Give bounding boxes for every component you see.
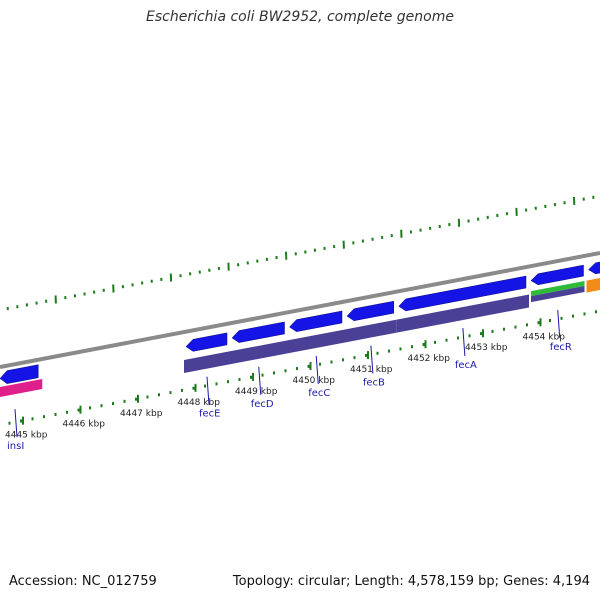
topology-summary: Topology: circular; Length: 4,578,159 bp… bbox=[232, 574, 590, 589]
tick-label: 4447 kbp bbox=[120, 409, 163, 419]
genome-backbone bbox=[0, 251, 600, 369]
insI-element-bar bbox=[0, 378, 43, 397]
fecD-gene-bar bbox=[230, 340, 288, 365]
fecR-cds-arrow bbox=[530, 264, 584, 286]
fecD-leader-line bbox=[258, 366, 262, 395]
fecE-label: fecE bbox=[199, 409, 221, 420]
insI-cds-arrow bbox=[0, 364, 39, 384]
tick-label: 4445 kbp bbox=[5, 431, 48, 441]
accession-text: Accession: NC_012759 bbox=[9, 574, 157, 589]
tick-label: 4454 kbp bbox=[523, 332, 566, 342]
fecE-gene-bar bbox=[184, 351, 230, 374]
partial-cds-arrow bbox=[588, 261, 600, 275]
fecE-leader-line bbox=[206, 376, 210, 405]
fecB-gene-bar bbox=[345, 319, 397, 343]
fecC-gene-bar bbox=[287, 329, 345, 354]
fecB-cds-arrow bbox=[346, 300, 394, 322]
fecE-cds-arrow bbox=[185, 332, 228, 352]
fecR-leader-line bbox=[557, 309, 561, 339]
fecC-cds-arrow bbox=[289, 310, 343, 332]
position-ticks: 4445 kbp 4446 kbp 4447 kbp 4448 kbp 4449 kbp… bbox=[5, 310, 597, 441]
gene-labels: insI fecE fecD fecC fecB fecA fecR bbox=[7, 309, 572, 452]
tick-label: 4453 kbp bbox=[465, 343, 508, 353]
fecD-label: fecD bbox=[251, 399, 274, 410]
fecD-cds-arrow bbox=[231, 321, 285, 343]
tick-label: 4449 kbp bbox=[235, 387, 278, 397]
tick-label: 4452 kbp bbox=[408, 354, 451, 364]
fecR-gene-bar bbox=[531, 285, 585, 303]
fecA-label: fecA bbox=[455, 360, 477, 371]
tick-label: 4451 kbp bbox=[350, 365, 393, 375]
fecB-label: fecB bbox=[363, 378, 385, 389]
fecB-leader-line bbox=[370, 345, 374, 374]
tick-label: 4446 kbp bbox=[63, 420, 106, 430]
fecA-gene-bar bbox=[396, 294, 529, 333]
tick-label: 4448 kbp bbox=[178, 398, 221, 408]
fecA-cds-arrow bbox=[398, 275, 527, 312]
fecC-label: fecC bbox=[308, 388, 330, 399]
fecA-leader-line bbox=[462, 328, 466, 357]
map-title: Escherichia coli BW2952, complete genome bbox=[146, 9, 454, 25]
outer-tick-marks bbox=[6, 195, 595, 311]
fecR-label: fecR bbox=[550, 342, 572, 353]
partial-orange-bar bbox=[586, 278, 600, 293]
fecR-regulatory-bar bbox=[531, 280, 585, 297]
fecC-leader-line bbox=[315, 355, 319, 384]
tick-label: 4450 kbp bbox=[293, 376, 336, 386]
backbone-line bbox=[0, 251, 600, 369]
insI-label: insI bbox=[7, 441, 24, 452]
insI-leader-line bbox=[14, 409, 18, 438]
gene-features bbox=[0, 261, 600, 397]
